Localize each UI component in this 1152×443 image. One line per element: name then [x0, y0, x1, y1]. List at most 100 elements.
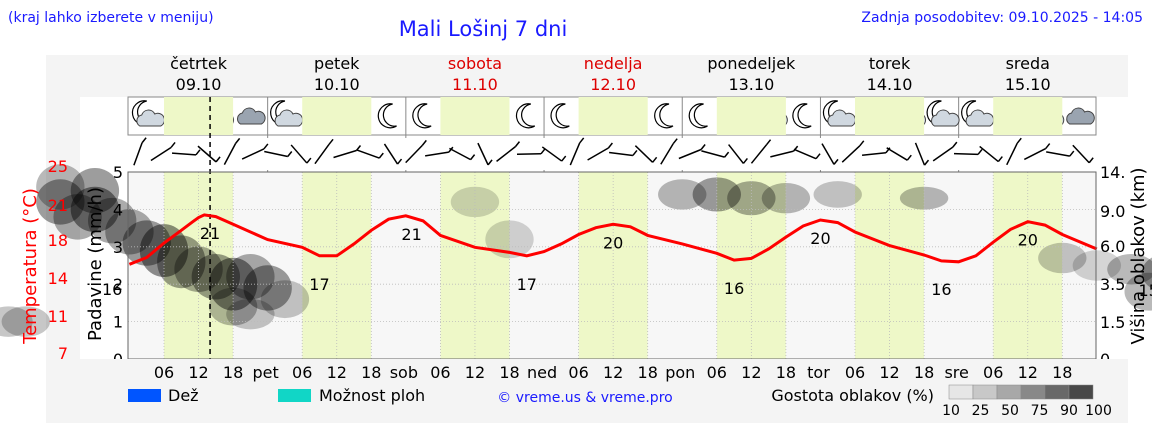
day-abbr-tick: pon	[665, 363, 695, 382]
wind-barb-tip	[652, 156, 658, 163]
hour-tick: 12	[465, 363, 485, 382]
temperature-tick: 7	[58, 344, 68, 363]
wind-barb-tip	[561, 155, 567, 162]
wind-barb-tip	[170, 141, 176, 148]
wind-barb-tip	[540, 148, 546, 155]
wind-barb-tip	[700, 144, 706, 150]
wind-barb	[356, 149, 380, 159]
cloud-height-tick: 9.0	[1100, 202, 1125, 221]
wind-barb	[701, 150, 725, 158]
wind-barb-tip	[1069, 150, 1075, 157]
hour-tick: 06	[292, 363, 312, 382]
daylight-band-icons	[164, 97, 234, 135]
wind-barb-tip	[263, 143, 269, 150]
cloud-cell	[226, 254, 275, 300]
wind-barb	[197, 145, 217, 163]
wind-barb-tip	[859, 140, 865, 147]
icon-cell	[377, 103, 397, 129]
wind-barb-tip	[632, 149, 638, 156]
daylight-band-icons	[716, 97, 786, 135]
wind-barb-tip	[487, 159, 493, 166]
wind-barb-tip	[765, 139, 772, 146]
hour-tick: 06	[430, 363, 450, 382]
wind-barb-tip	[287, 151, 293, 157]
temperature-label: 17	[309, 275, 329, 294]
cloud-cell	[813, 181, 862, 208]
storm-swatch	[278, 389, 311, 402]
icon-cell	[131, 100, 165, 127]
moon-icon	[412, 103, 432, 129]
density-swatch	[996, 384, 1022, 400]
menu-hint[interactable]: (kraj lahko izberete v meniju)	[8, 10, 214, 26]
wind-barb	[770, 150, 794, 158]
hour-tick: 18	[638, 363, 658, 382]
wind-barb-tip	[579, 137, 585, 144]
wind-barb-tip	[952, 141, 958, 148]
day-name: petek	[314, 54, 360, 73]
cloud-cell	[658, 179, 707, 210]
hour-tick: 06	[707, 363, 727, 382]
temperature-label: 16	[724, 279, 744, 298]
cloud-height-tick: 6.0	[1100, 237, 1125, 256]
wind-barb	[264, 150, 288, 158]
hour-tick: 12	[879, 363, 899, 382]
precipitation-tick: 1	[113, 313, 123, 332]
wind-barb	[223, 143, 237, 165]
left-strip	[46, 55, 80, 423]
cloud-cell	[485, 220, 534, 259]
storm-label: Možnost ploh	[319, 386, 425, 405]
hour-tick: 12	[603, 363, 623, 382]
wind-barb	[886, 147, 908, 161]
wind-barb	[133, 142, 143, 166]
wind-barb	[1006, 142, 1018, 166]
wind-barb	[541, 146, 563, 162]
density-swatch	[1020, 384, 1046, 400]
wind-barb	[171, 152, 197, 156]
wind-barbs	[133, 137, 1094, 166]
wind-barb-tip	[923, 159, 930, 166]
wind-barb-tip	[672, 138, 678, 145]
cloud-cell	[899, 186, 949, 210]
wind-barb	[333, 149, 357, 159]
cloud-cell	[1072, 250, 1122, 281]
temperature-labels: 162117211720162016201519121714	[102, 224, 1152, 300]
wind-barb	[587, 147, 609, 161]
wind-barb	[750, 144, 768, 164]
daylight-band-icons	[578, 97, 648, 135]
cloud-height-tick: 14.	[1100, 163, 1125, 182]
cloud-density-legend: 10 25 50 75 90 100	[942, 384, 1112, 419]
temperature-label: 21	[200, 224, 220, 243]
copyright-link[interactable]: © vreme.us & vreme.pro	[497, 390, 672, 406]
cloud-cell	[727, 181, 776, 216]
wind-barb-tip	[195, 149, 201, 156]
day-name: sreda	[1006, 54, 1050, 73]
cloud-height-tick: 3.5	[1100, 275, 1125, 294]
temperature-line	[128, 213, 1098, 266]
day-abbr-tick: pet	[253, 363, 279, 382]
day-date: 09.10	[176, 75, 222, 94]
hour-tick: 06	[845, 363, 865, 382]
icon-cell	[515, 103, 536, 129]
icon-cell	[1066, 107, 1095, 125]
wind-barb	[660, 143, 674, 165]
cloud-cell	[87, 197, 137, 244]
icon-cell	[926, 100, 960, 127]
density-level: 25	[972, 403, 990, 419]
wind-barb	[821, 143, 835, 165]
cloud-cell	[70, 186, 120, 233]
wind-barb-tip	[1045, 143, 1051, 150]
cloud-cell	[105, 209, 154, 255]
icon-cell	[237, 107, 266, 125]
wind-barb-tip	[977, 148, 983, 155]
precipitation-tick: 5	[113, 163, 123, 182]
density-level: 90	[1060, 403, 1078, 419]
hour-tick: 06	[568, 363, 588, 382]
cloud-cell	[0, 306, 33, 337]
wind-barb	[979, 145, 999, 163]
day-date: 13.10	[728, 75, 774, 94]
icon-cell	[688, 103, 708, 129]
cloud-cell	[36, 164, 85, 210]
icon-cell	[792, 103, 812, 129]
cloud-cell	[36, 179, 85, 225]
